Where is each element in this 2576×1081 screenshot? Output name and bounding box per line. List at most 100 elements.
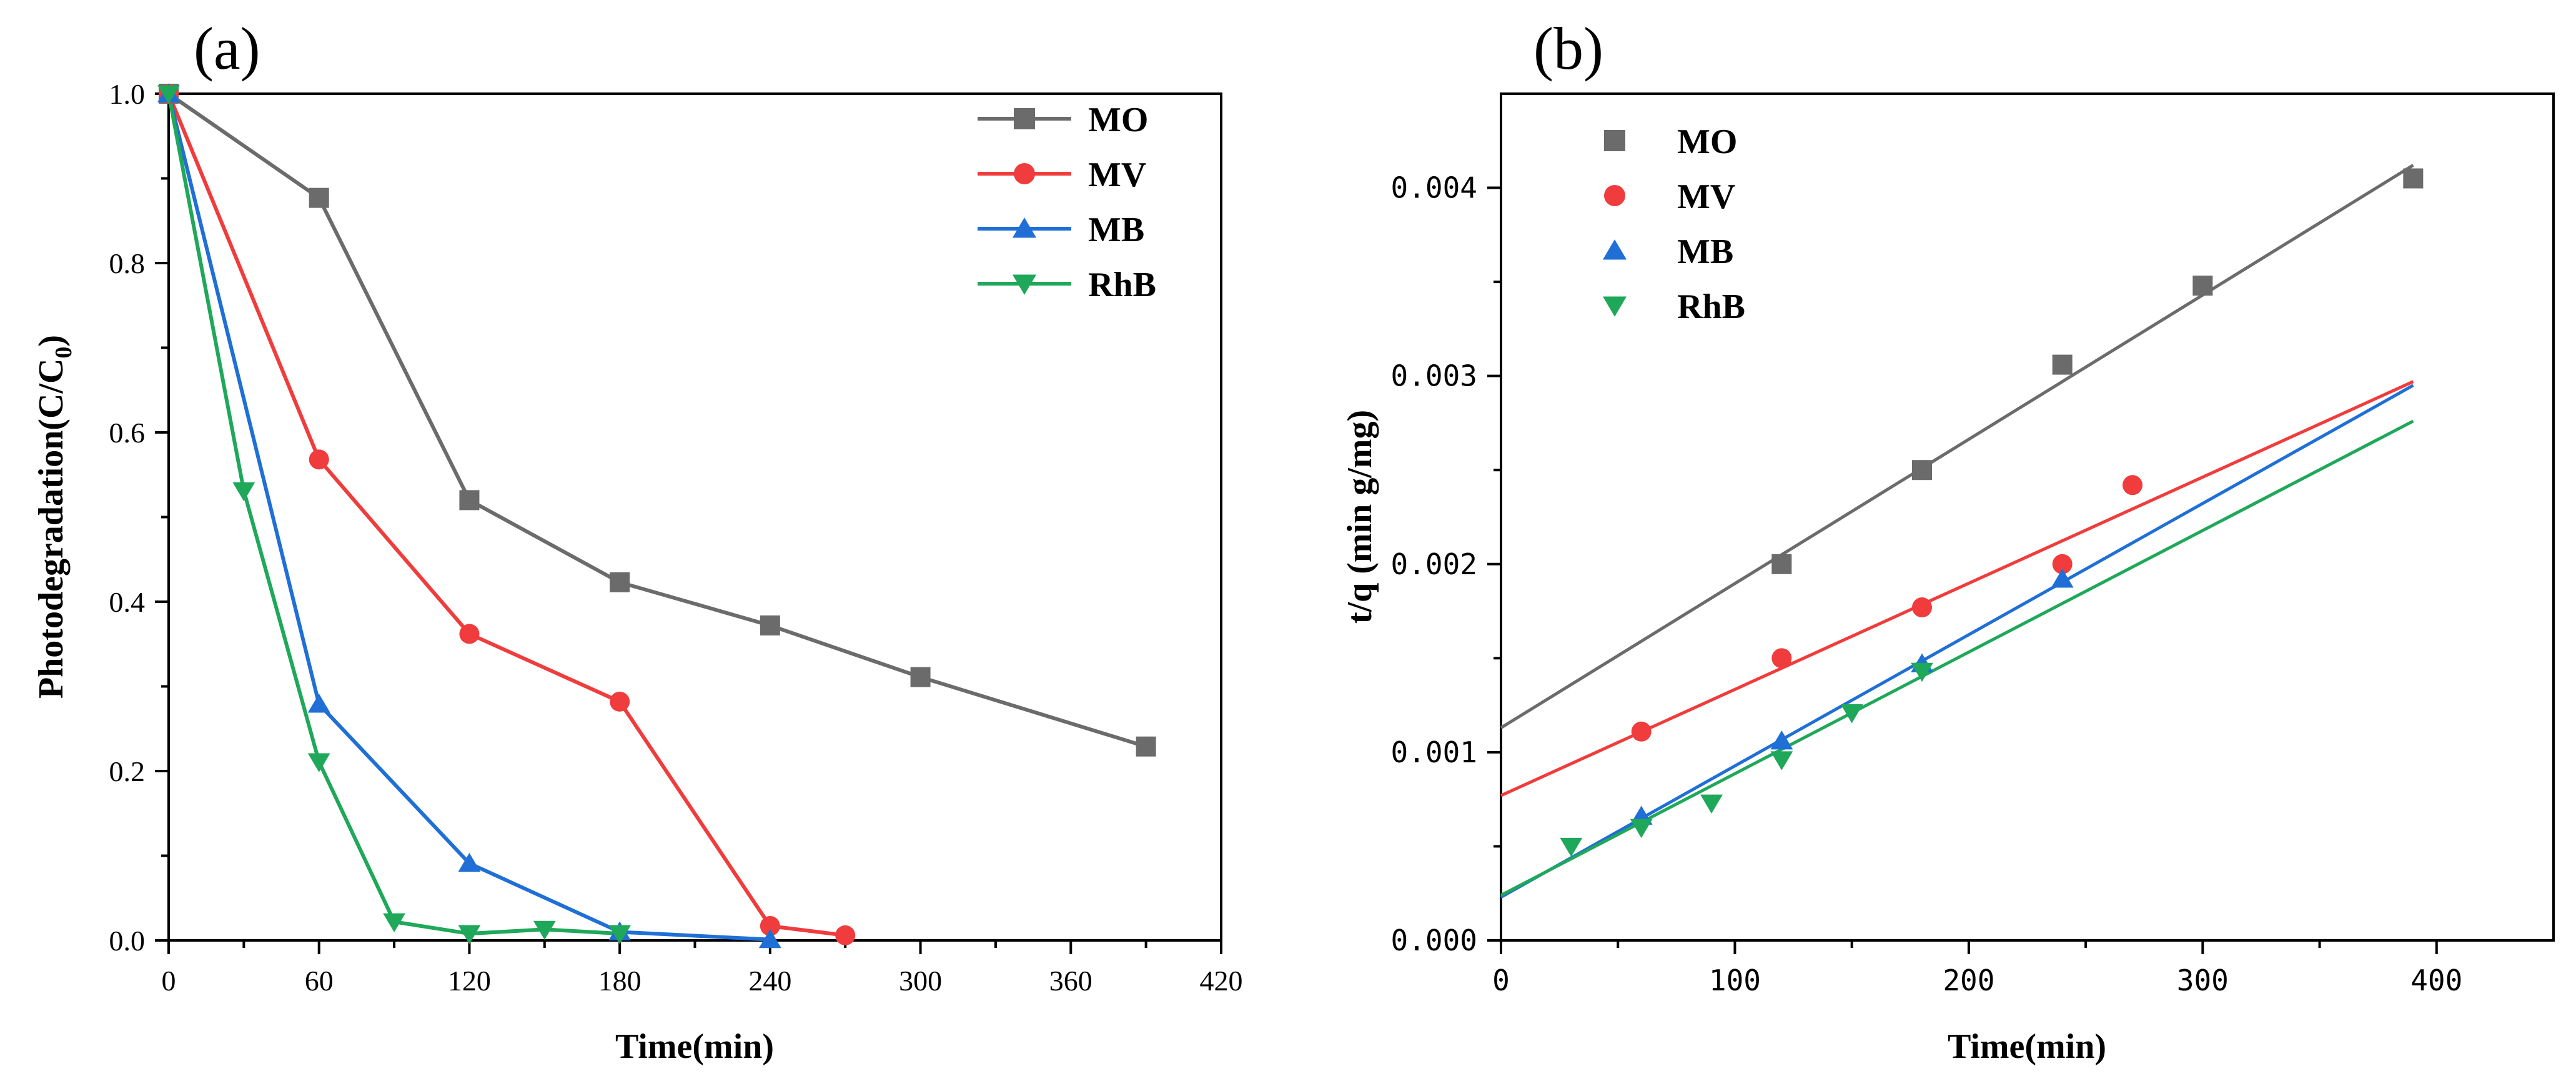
panel-b-point-rhb <box>1840 704 1863 724</box>
panel-a-series-markers <box>157 83 1156 949</box>
panel-a-point-mv <box>459 624 480 644</box>
panel-a-legend-marker-mb <box>1012 217 1037 238</box>
panel-b-y-tick-label: 0.004 <box>1391 171 1477 205</box>
panel-b-legend-label-mo: MO <box>1677 122 1737 161</box>
panel-b-legend-label-mb: MB <box>1677 232 1733 271</box>
panel-a-x-tick-label: 360 <box>1049 965 1092 997</box>
panel-b: (b) 0 100 200 300 400 0.000 0.001 0.002 0.003 0.0… <box>1340 15 2555 1066</box>
panel-a-point-mo <box>309 187 329 208</box>
panel-b-plot-frame <box>1500 92 2555 942</box>
panel-b-y-tick-label: 0.000 <box>1391 924 1477 957</box>
panel-b-point-mv <box>1771 648 1792 669</box>
panel-b-legend-label-mv: MV <box>1677 177 1735 216</box>
panel-a-line-mv <box>167 92 846 937</box>
panel-b-point-mv <box>2123 475 2143 496</box>
panel-b-point-mb <box>1770 730 1793 750</box>
panel-a-x-tick-label: 240 <box>748 965 791 997</box>
panel-a-y-tick-label: 0.6 <box>109 417 146 449</box>
panel-a-point-mb <box>307 694 330 713</box>
panel-a-y-tick-label: 1.0 <box>109 78 146 110</box>
panel-b-point-rhb <box>1630 819 1653 839</box>
panel-b-legend-marker-rhb <box>1602 296 1627 317</box>
panel-b-legend-marker-mo <box>1604 130 1625 151</box>
panel-a-legend-marker-mv <box>1014 163 1035 184</box>
panel-a-point-rhb <box>307 753 330 772</box>
panel-a-y-tick-label: 0.2 <box>109 755 146 787</box>
panel-a-x-tick-label: 420 <box>1200 965 1243 997</box>
panel-b-label: (b) <box>1533 15 1603 82</box>
panel-b-y-tick-label: 0.001 <box>1391 735 1477 769</box>
panel-b-x-tick-label: 300 <box>2177 964 2229 997</box>
panel-b-point-mo <box>2403 168 2424 189</box>
panel-b-series-markers <box>1560 168 2424 857</box>
panel-a-x-tick-label: 0 <box>162 965 176 997</box>
panel-a-point-mo <box>760 615 780 635</box>
panel-a-y-tick-label: 0.8 <box>109 247 146 279</box>
panel-a-line-rhb <box>167 93 620 936</box>
panel-b-x-tick-label: 100 <box>1709 964 1761 997</box>
panel-a-point-mo <box>910 667 931 687</box>
panel-b-fit-line-mb <box>1500 384 2414 899</box>
panel-b-x-tick-label: 0 <box>1492 964 1510 997</box>
panel-a-x-tick-label: 120 <box>448 965 491 997</box>
panel-a-y-tick-label: 0.4 <box>109 586 146 618</box>
panel-a-legend-marker-mo <box>1014 108 1035 129</box>
panel-b-point-mo <box>2192 276 2213 296</box>
panel-a-point-rhb <box>608 925 632 944</box>
panel-b-point-rhb <box>1700 794 1723 814</box>
panel-b-x-tick-label: 200 <box>1943 964 1994 997</box>
panel-b-fit-line-rhb <box>1500 419 2414 897</box>
panel-a-point-mo <box>459 490 480 511</box>
panel-a-point-rhb <box>458 925 481 944</box>
panel-b-ticks: 0 100 200 300 400 0.000 0.001 0.002 0.003 0.004 <box>1391 171 2463 997</box>
panel-b-point-mo <box>1771 554 1792 574</box>
panel-a-point-mv <box>835 925 856 945</box>
panel-a-point-mv <box>610 691 630 712</box>
panel-a-point-rhb <box>157 85 180 104</box>
panel-a-y-axis-title-sub: 0 <box>51 347 77 359</box>
panel-a-legend-label-mo: MO <box>1088 101 1148 139</box>
panel-a-label: (a) <box>194 15 260 82</box>
panel-b-point-mv <box>1912 597 1932 618</box>
panel-a-y-axis-title-close: ) <box>32 335 71 347</box>
panel-b-legend-marker-mb <box>1602 239 1627 260</box>
panel-b-point-rhb <box>1560 837 1583 857</box>
panel-a-x-tick-label: 180 <box>598 965 642 997</box>
panel-a-point-rhb <box>383 913 405 932</box>
panel-b-fit-lines <box>1500 164 2414 899</box>
panel-a-y-tick-label: 0.0 <box>109 925 146 957</box>
panel-b-point-mb <box>2051 569 2074 588</box>
panel-a-point-rhb <box>533 920 556 940</box>
panel-a-line-mb <box>167 93 771 942</box>
panel-b-point-mo <box>2052 354 2073 375</box>
panel-a-legend: MO MV MB RhB <box>978 101 1156 304</box>
panel-b-point-mv <box>1631 721 1652 742</box>
panel-b-y-tick-label: 0.003 <box>1391 359 1477 393</box>
panel-b-legend: MO MV MB RhB <box>1602 122 1745 326</box>
panel-b-point-mv <box>2052 554 2073 574</box>
panel-a: (a) 0 60 120 180 240 300 360 420 0.0 0.2 0.4 0.6 0.8… <box>32 15 1243 1066</box>
panel-b-x-tick-label: 400 <box>2410 964 2462 997</box>
panel-a-point-mo <box>610 572 630 592</box>
panel-a-point-mv <box>760 915 780 936</box>
panel-a-ticks: 0 60 120 180 240 300 360 420 0.0 0.2 0.4 0.6 0.8 1.0 <box>109 78 1243 997</box>
panel-b-legend-marker-mv <box>1604 185 1625 206</box>
panel-b-y-tick-label: 0.002 <box>1391 547 1477 581</box>
panel-a-x-tick-label: 60 <box>305 965 334 997</box>
panel-a-point-mv <box>309 449 329 470</box>
panel-b-x-axis-title: Time(min) <box>1948 1027 2106 1066</box>
panel-a-point-mb <box>758 929 781 949</box>
panel-a-x-axis-title: Time(min) <box>615 1027 774 1066</box>
panel-a-y-axis-title-main: Photodegradation(C/C <box>32 359 71 699</box>
panel-a-x-tick-label: 300 <box>899 965 942 997</box>
panel-a-point-rhb <box>232 482 255 502</box>
panel-b-fit-line-mo <box>1500 164 2414 729</box>
panel-b-y-axis-title: t/q (min g/mg) <box>1340 410 1379 624</box>
panel-a-legend-marker-rhb <box>1012 274 1037 295</box>
panel-b-point-rhb <box>1911 662 1933 682</box>
panel-a-point-mb <box>458 852 481 872</box>
panel-a-point-mo <box>1136 736 1156 757</box>
panel-a-legend-label-rhb: RhB <box>1088 266 1156 304</box>
panel-b-point-rhb <box>1770 751 1793 770</box>
